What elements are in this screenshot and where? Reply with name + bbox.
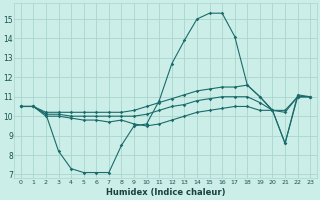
X-axis label: Humidex (Indice chaleur): Humidex (Indice chaleur) bbox=[106, 188, 225, 197]
